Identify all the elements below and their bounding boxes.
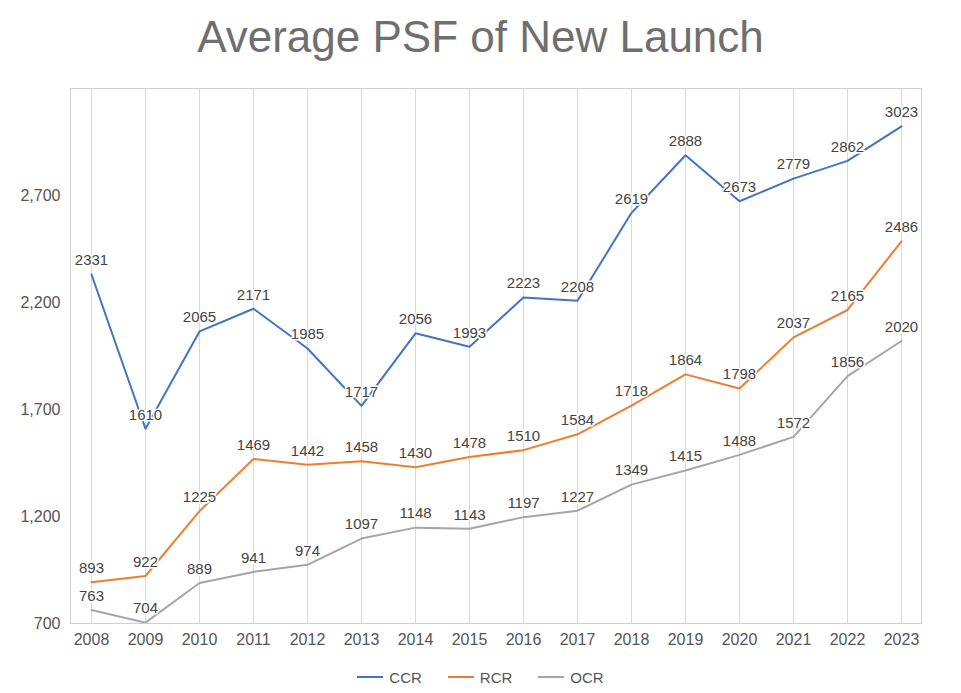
svg-text:2015: 2015	[452, 631, 488, 648]
svg-text:2056: 2056	[399, 310, 432, 327]
html-text:CCR: CCR	[389, 668, 422, 686]
svg-text:2862: 2862	[831, 138, 864, 155]
svg-text:2171: 2171	[237, 286, 270, 303]
svg-text:1,200: 1,200	[20, 508, 60, 525]
svg-text:2020: 2020	[722, 631, 758, 648]
svg-text:2016: 2016	[506, 631, 542, 648]
svg-text:2673: 2673	[723, 178, 756, 195]
svg-text:889: 889	[187, 560, 212, 577]
html-text:RCR: RCR	[479, 668, 513, 686]
svg-text:2331: 2331	[75, 251, 108, 268]
svg-text:1097: 1097	[345, 515, 378, 532]
svg-text:941: 941	[241, 549, 266, 566]
svg-text:2010: 2010	[182, 631, 218, 648]
svg-text:2888: 2888	[669, 132, 702, 149]
svg-text:1197: 1197	[507, 494, 539, 511]
svg-text:2008: 2008	[74, 631, 110, 648]
svg-text:1993: 1993	[453, 324, 486, 341]
svg-text:2009: 2009	[128, 631, 164, 648]
svg-text:1985: 1985	[291, 325, 324, 342]
svg-text:1717: 1717	[345, 383, 378, 400]
svg-text:2165: 2165	[831, 287, 864, 304]
svg-text:704: 704	[133, 599, 158, 616]
svg-text:2019: 2019	[668, 631, 704, 648]
svg-text:2018: 2018	[614, 631, 650, 648]
svg-text:1227: 1227	[561, 488, 594, 505]
html-text:Average PSF of New Launch: Average PSF of New Launch	[197, 12, 764, 61]
svg-text:1349: 1349	[615, 461, 648, 478]
svg-text:2011: 2011	[236, 631, 271, 648]
svg-text:2021: 2021	[776, 631, 812, 648]
svg-text:3023: 3023	[885, 103, 918, 120]
svg-text:2013: 2013	[344, 631, 380, 648]
svg-text:2023: 2023	[884, 631, 920, 648]
svg-text:1510: 1510	[507, 427, 540, 444]
svg-text:1415: 1415	[669, 447, 702, 464]
svg-text:1430: 1430	[399, 444, 432, 461]
svg-text:1610: 1610	[129, 406, 162, 423]
svg-text:2779: 2779	[777, 155, 810, 172]
svg-text:2037: 2037	[777, 314, 810, 331]
svg-text:1864: 1864	[669, 351, 702, 368]
svg-text:1584: 1584	[561, 411, 594, 428]
svg-text:1488: 1488	[723, 432, 756, 449]
svg-text:1469: 1469	[237, 436, 270, 453]
html-text:OCR: OCR	[570, 668, 604, 686]
svg-text:2022: 2022	[830, 631, 866, 648]
svg-text:1718: 1718	[615, 382, 648, 399]
svg-text:1442: 1442	[291, 442, 324, 459]
svg-text:1,700: 1,700	[20, 401, 60, 418]
svg-text:2619: 2619	[615, 190, 648, 207]
svg-text:2017: 2017	[560, 631, 596, 648]
svg-text:1478: 1478	[453, 434, 486, 451]
svg-text:2,700: 2,700	[20, 187, 60, 204]
svg-text:2486: 2486	[885, 218, 918, 235]
svg-text:893: 893	[79, 559, 104, 576]
svg-text:2223: 2223	[507, 274, 540, 291]
svg-text:1856: 1856	[831, 353, 864, 370]
svg-text:2012: 2012	[290, 631, 326, 648]
svg-text:1143: 1143	[453, 505, 485, 522]
svg-text:763: 763	[79, 587, 104, 604]
svg-text:1572: 1572	[777, 414, 810, 431]
svg-text:974: 974	[295, 542, 320, 559]
svg-text:922: 922	[133, 553, 158, 570]
svg-text:1225: 1225	[183, 488, 216, 505]
svg-text:1148: 1148	[399, 504, 431, 521]
svg-text:2014: 2014	[398, 631, 434, 648]
svg-text:2,200: 2,200	[20, 294, 60, 311]
svg-text:2020: 2020	[885, 318, 918, 335]
svg-text:2065: 2065	[183, 308, 216, 325]
svg-text:700: 700	[34, 615, 61, 632]
svg-text:1458: 1458	[345, 438, 378, 455]
svg-text:1798: 1798	[723, 365, 756, 382]
svg-text:2208: 2208	[561, 278, 594, 295]
